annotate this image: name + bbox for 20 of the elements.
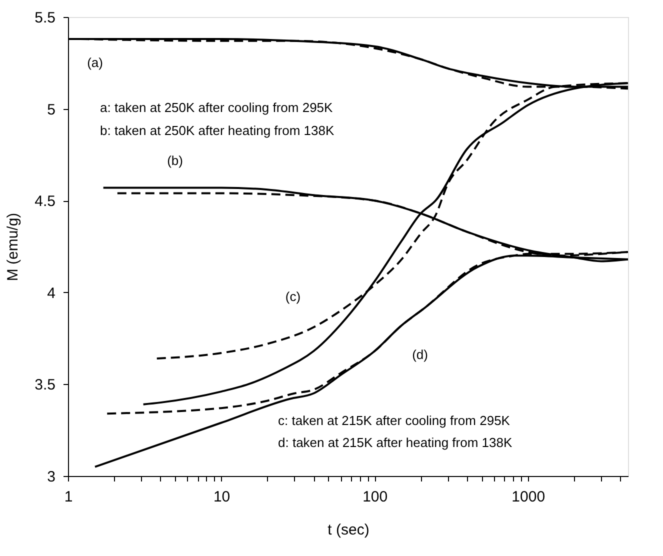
annotation: (d) xyxy=(412,347,428,362)
x-tick-label: 100 xyxy=(362,488,388,506)
annotation: a: taken at 250K after cooling from 295K xyxy=(100,100,334,115)
y-tick-label: 5 xyxy=(47,101,56,118)
annotation: c: taken at 215K after cooling from 295K xyxy=(278,413,510,428)
y-tick-label: 4 xyxy=(47,284,56,302)
annotation: b: taken at 250K after heating from 138K xyxy=(100,123,334,138)
x-axis-title: t (sec) xyxy=(328,522,370,538)
x-tick-label: 1 xyxy=(64,488,73,506)
x-tick-label: 10 xyxy=(213,488,230,506)
annotation: (a) xyxy=(87,55,103,70)
y-tick-label: 3 xyxy=(47,468,56,486)
annotation: (b) xyxy=(167,153,183,168)
annotation: (c) xyxy=(285,289,301,304)
y-tick-label: 3.5 xyxy=(34,376,56,394)
y-tick-label: 4.5 xyxy=(34,193,56,210)
annotation: d: taken at 215K after heating from 138K xyxy=(278,435,512,450)
y-tick-label: 5.5 xyxy=(34,10,56,26)
x-tick-label: 1000 xyxy=(512,488,546,506)
y-axis-title: M (emu/g) xyxy=(4,212,22,282)
